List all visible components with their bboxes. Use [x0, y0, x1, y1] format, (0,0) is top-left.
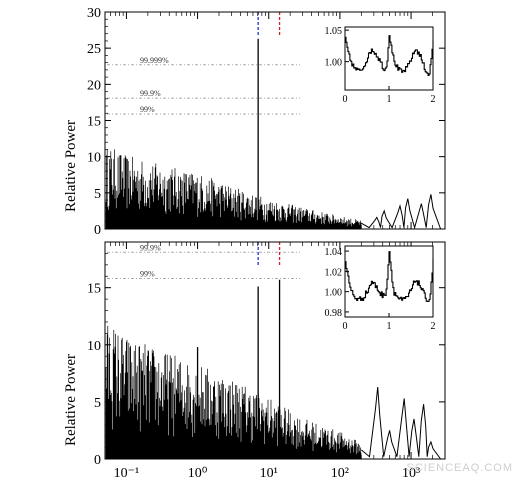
bottom-inset-y-tick-label-3: 1.04 — [325, 247, 343, 258]
top-significance-label-1: 99.9% — [140, 89, 161, 98]
bottom-y-tick-label-3: 15 — [87, 282, 101, 297]
top-y-tick-label-3: 15 — [87, 115, 101, 130]
watermark: SCIENCEAQ.COM — [406, 462, 513, 474]
bottom-significance-label-0: 99.9% — [140, 243, 161, 252]
bottom-axes-frame — [104, 241, 446, 460]
top-y-tick-label-1: 5 — [94, 187, 101, 202]
x-tick-label-2: 10¹ — [260, 466, 278, 480]
bottom-inset-y-tick-label-0: 0.98 — [325, 308, 343, 319]
bottom-inset-x-tick-label-1: 1 — [387, 321, 392, 332]
top-periodogram-tail — [361, 194, 442, 230]
top-inset-x-tick-label-1: 1 — [387, 94, 392, 105]
top-y-tick-label-2: 10 — [87, 151, 101, 166]
top-inset-light-curve — [345, 35, 434, 77]
top-y-tick-label-0: 0 — [94, 223, 101, 238]
bottom-inset-x-tick-label-2: 2 — [431, 321, 436, 332]
bottom-panel: 99.9% 99% 0 5 10 15 10⁻¹ 10⁰ 10¹ 10² 10³ 0 1 2 0.98 1.0… — [87, 241, 446, 480]
top-y-tick-label-4: 20 — [87, 78, 101, 93]
top-inset-x-tick-label-2: 2 — [431, 94, 436, 105]
bottom-periodogram-tail — [360, 386, 442, 460]
bottom-inset-light-curve — [345, 251, 434, 302]
top-panel: 99.999% 99.9% 99% 0 5 10 15 20 25 30 0 1 2 1.00 1.05 — [87, 6, 446, 238]
bottom-significance-label-1: 99% — [140, 270, 155, 279]
bottom-inset-y-tick-label-2: 1.02 — [325, 267, 343, 278]
x-tick-label-1: 10⁰ — [188, 466, 208, 480]
top-significance-label-2: 99% — [140, 105, 155, 114]
top-inset-y-tick-label-0: 1.00 — [325, 58, 343, 69]
top-y-axis-label: Relative Power — [63, 120, 79, 212]
top-y-tick-label-5: 25 — [87, 42, 101, 57]
bottom-y-tick-label-1: 5 — [94, 396, 101, 411]
x-tick-label-0: 10⁻¹ — [114, 466, 140, 480]
bottom-y-tick-label-0: 0 — [94, 453, 101, 468]
top-significance-label-0: 99.999% — [140, 56, 169, 65]
top-inset-y-tick-label-1: 1.05 — [325, 26, 343, 37]
top-periodogram-noise — [105, 149, 362, 229]
bottom-inset-y-tick-label-1: 1.00 — [325, 288, 343, 299]
bottom-periodogram-noise — [105, 325, 362, 459]
x-tick-label-3: 10² — [331, 466, 349, 480]
top-inset-x-tick-label-0: 0 — [343, 94, 348, 105]
bottom-y-axis-label: Relative Power — [63, 354, 79, 446]
bottom-y-tick-label-2: 10 — [87, 339, 101, 354]
top-y-tick-label-6: 30 — [87, 6, 101, 21]
x-tick-label-4: 10³ — [402, 466, 420, 480]
bottom-inset-x-tick-label-0: 0 — [343, 321, 348, 332]
